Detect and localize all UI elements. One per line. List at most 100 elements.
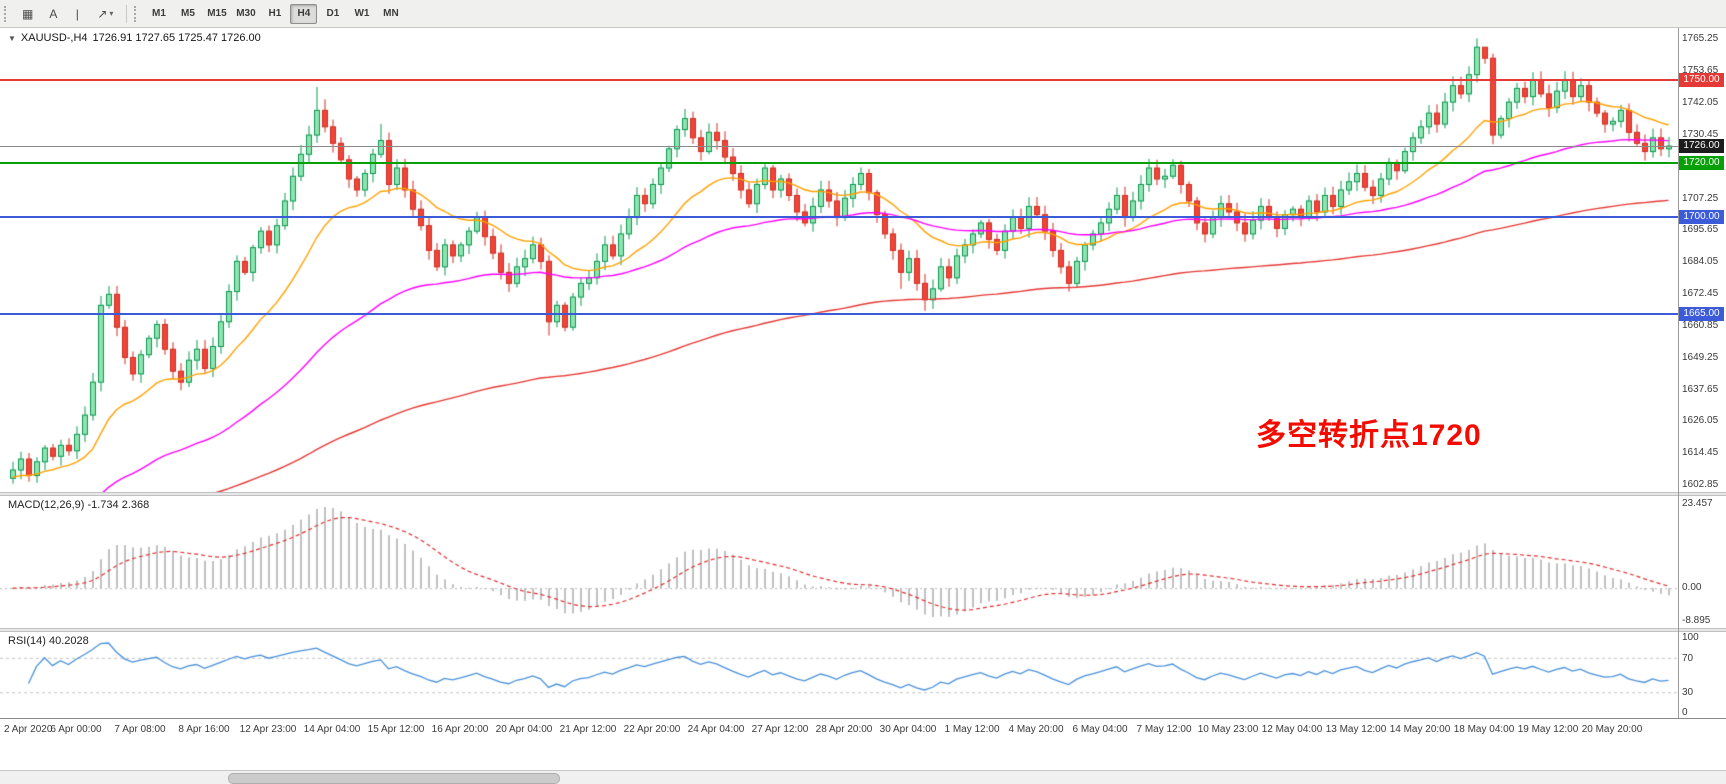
time-axis-label: 21 Apr 12:00 (559, 724, 617, 735)
price-axis-tick: 1649.25 (1682, 351, 1719, 363)
price-axis-tick: 1660.85 (1682, 319, 1719, 331)
timeframe-button-h4[interactable]: H4 (290, 3, 318, 24)
indicator-axis-tick: 70 (1682, 652, 1694, 664)
indicator-axis-tick: 100 (1682, 632, 1699, 643)
chart-window-button[interactable]: ▦ (15, 4, 40, 24)
time-axis-label: 4 May 20:00 (1008, 724, 1064, 735)
text-tool-button[interactable]: A (42, 4, 64, 24)
time-axis-label: 12 Apr 23:00 (239, 724, 297, 735)
indicator-axis-tick: 0.00 (1682, 582, 1702, 594)
horizontal-line-1750.00[interactable] (0, 79, 1678, 82)
price-axis-tick: 1695.65 (1682, 224, 1719, 236)
time-axis-label: 28 Apr 20:00 (815, 724, 873, 735)
indicator-axis-tick: 30 (1682, 687, 1694, 699)
indicator-axis-tick: -8.895 (1682, 615, 1711, 626)
toolbar: ▦ A | ↗ ▾ M1 M5 M15 M30 H1 H4 D1 W1 MN (0, 0, 1726, 28)
time-axis-label: 12 May 04:00 (1261, 724, 1323, 735)
time-axis-label: 7 May 12:00 (1136, 724, 1192, 735)
arrow-tools-icon: ↗ (97, 6, 108, 21)
price-tag-1720.00: 1720.00 (1679, 155, 1724, 170)
ohlc-values: 1726.91 1727.65 1725.47 1726.00 (92, 32, 261, 44)
time-axis-label: 22 Apr 20:00 (623, 724, 681, 735)
time-axis-label: 15 Apr 12:00 (367, 724, 425, 735)
toolbar-grip (4, 5, 10, 22)
current-price-line (0, 145, 1678, 147)
price-axis-border (1678, 28, 1679, 718)
time-axis-label: 7 Apr 08:00 (114, 724, 166, 735)
timeframe-button-m5[interactable]: M5 (174, 4, 201, 24)
scrollbar-thumb[interactable] (228, 773, 560, 784)
vertical-line-tool-icon: | (75, 6, 79, 21)
price-axis-tick: 1626.05 (1682, 415, 1719, 427)
vertical-line-tool-button[interactable]: | (66, 4, 88, 24)
pane-separator-macd[interactable] (0, 492, 1726, 496)
candlestick-chart-canvas[interactable] (0, 28, 1678, 492)
rsi-indicator-pane[interactable]: RSI(14) 40.2028 100 70 30 0 (0, 632, 1726, 718)
symbol-period-label: XAUUSD-,H4 (20, 32, 88, 44)
horizontal-scrollbar[interactable] (0, 770, 1726, 784)
time-axis-label: 14 May 20:00 (1389, 724, 1451, 735)
macd-chart-canvas[interactable] (0, 496, 1678, 628)
time-axis-label: 30 Apr 04:00 (879, 724, 937, 735)
time-axis-label: 10 May 23:00 (1197, 724, 1259, 735)
chevron-down-icon: ▾ (109, 9, 114, 18)
timeframe-toolbar-grip (134, 5, 140, 22)
time-axis[interactable]: 2 Apr 2020 6 Apr 00:00 7 Apr 08:00 8 Apr 16… (0, 718, 1726, 742)
rsi-label: RSI(14) 40.2028 (8, 635, 89, 647)
timeframe-button-h1[interactable]: H1 (261, 4, 288, 24)
main-price-pane[interactable]: ▼ XAUUSD-,H4 1726.91 1727.65 1725.47 172… (0, 28, 1726, 492)
text-tool-icon: A (49, 6, 58, 21)
timeframe-button-m15[interactable]: M15 (203, 4, 230, 24)
horizontal-line-1700.00[interactable] (0, 216, 1678, 219)
timeframe-button-group: M1 M5 M15 M30 H1 H4 D1 W1 MN (144, 3, 405, 24)
arrow-tools-button[interactable]: ↗ ▾ (90, 4, 120, 24)
time-axis-label: 16 Apr 20:00 (431, 724, 489, 735)
macd-indicator-pane[interactable]: MACD(12,26,9) -1.734 2.368 23.457 0.00 -8.… (0, 496, 1726, 628)
time-axis-label: 20 May 20:00 (1581, 724, 1643, 735)
timeframe-button-m1[interactable]: M1 (145, 4, 172, 24)
price-axis-tick: 1707.25 (1682, 192, 1719, 204)
time-axis-label: 24 Apr 04:00 (687, 724, 745, 735)
price-axis-tick: 1672.45 (1682, 288, 1719, 300)
price-tag-1750.00: 1750.00 (1679, 73, 1724, 88)
macd-label: MACD(12,26,9) -1.734 2.368 (8, 499, 150, 511)
time-axis-label: 1 May 12:00 (944, 724, 1000, 735)
current-price-tag: 1726.00 (1679, 139, 1724, 154)
chart-window-icon: ▦ (22, 6, 34, 21)
time-axis-label: 2 Apr 2020 (4, 724, 53, 735)
horizontal-line-1720.00[interactable] (0, 161, 1678, 164)
chart-window: ▼ XAUUSD-,H4 1726.91 1727.65 1725.47 172… (0, 28, 1726, 784)
time-axis-label: 20 Apr 04:00 (495, 724, 553, 735)
timeframe-button-w1[interactable]: W1 (348, 4, 375, 24)
price-axis-tick: 1684.05 (1682, 256, 1719, 268)
price-axis-tick: 1637.65 (1682, 383, 1719, 395)
toolbar-separator (126, 4, 128, 23)
price-axis-tick: 1742.05 (1682, 96, 1719, 108)
time-axis-label: 14 Apr 04:00 (303, 724, 361, 735)
price-axis-tick: 1614.45 (1682, 447, 1719, 459)
price-tag-1665.00: 1665.00 (1679, 306, 1724, 321)
timeframe-button-m30[interactable]: M30 (232, 4, 259, 24)
time-axis-label: 8 Apr 16:00 (178, 724, 230, 735)
collapse-triangle-icon[interactable]: ▼ (8, 33, 16, 43)
price-tag-1700.00: 1700.00 (1679, 210, 1724, 225)
pane-separator-rsi[interactable] (0, 628, 1726, 632)
time-axis-label: 27 Apr 12:00 (751, 724, 809, 735)
time-axis-label: 13 May 12:00 (1325, 724, 1387, 735)
time-axis-label: 18 May 04:00 (1453, 724, 1515, 735)
rsi-chart-canvas[interactable] (0, 632, 1678, 718)
price-axis-tick: 1730.45 (1682, 128, 1719, 140)
horizontal-line-1665.00[interactable] (0, 312, 1678, 315)
price-axis-tick: 1753.65 (1682, 65, 1719, 77)
ohlc-readout: ▼ XAUUSD-,H4 1726.91 1727.65 1725.47 172… (8, 32, 261, 44)
timeframe-button-d1[interactable]: D1 (319, 4, 346, 24)
timeframe-button-mn[interactable]: MN (377, 4, 404, 24)
indicator-axis-tick: 0 (1682, 707, 1688, 718)
price-axis-tick: 1765.25 (1682, 33, 1719, 45)
time-axis-label: 19 May 12:00 (1517, 724, 1579, 735)
chart-text-annotation: 多空转折点1720 (1256, 419, 1482, 452)
time-axis-label: 6 May 04:00 (1072, 724, 1128, 735)
tool-button-group: ▦ A | ↗ ▾ (14, 4, 121, 24)
indicator-axis-tick: 23.457 (1682, 498, 1713, 509)
